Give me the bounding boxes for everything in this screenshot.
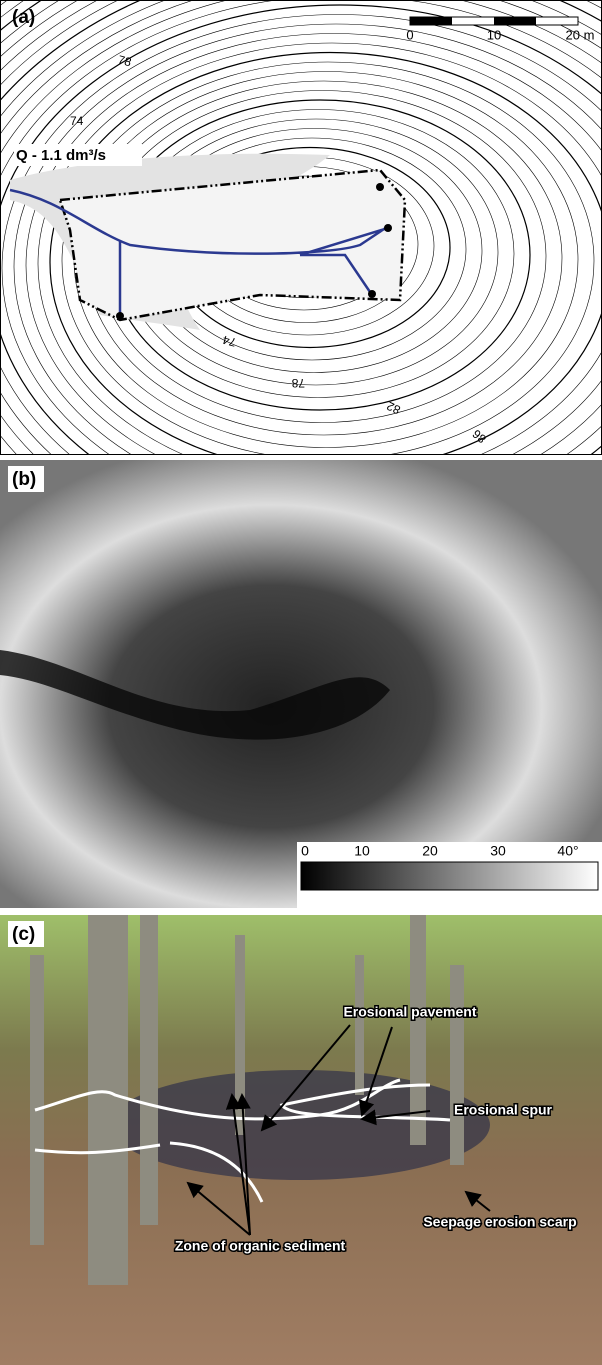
contour-label: 74 [70,114,84,128]
wet-floor [110,1070,490,1180]
page: 0 10 20 m Q - 1.1 dm³/s 78 74 74 78 82 8… [0,0,602,1365]
annotation: Erosional pavement [343,1004,476,1020]
colorbar-tick: 30 [490,843,506,859]
panel-label: (b) [12,469,36,490]
colorbar-tick: 0 [301,843,309,859]
annotation: Zone of organic sediment [175,1238,346,1254]
annotation: Erosional spur [454,1102,553,1118]
scale-label: 20 m [566,27,595,42]
colorbar-tick: 20 [422,843,438,859]
panel-label: (a) [12,7,35,28]
slope-map-panel: 0 10 20 30 40° (b) [0,460,602,908]
annotation: Seepage erosion scarp [423,1214,576,1230]
panel-label: (c) [12,924,35,945]
discharge-label: Q - 1.1 dm³/s [16,147,106,164]
contour-label: 78 [291,376,305,390]
colorbar-tick: 40° [557,843,578,859]
scale-bar-seg [410,17,452,25]
photo-panel: Erosional pavement Erosional spur Seepag… [0,915,602,1365]
scale-bar-seg [494,17,536,25]
contour-map-panel: 0 10 20 m Q - 1.1 dm³/s 78 74 74 78 82 8… [0,0,602,455]
colorbar [301,862,598,890]
colorbar-tick: 10 [354,843,370,859]
scale-label: 0 [406,27,413,42]
scale-label: 10 [487,27,501,42]
